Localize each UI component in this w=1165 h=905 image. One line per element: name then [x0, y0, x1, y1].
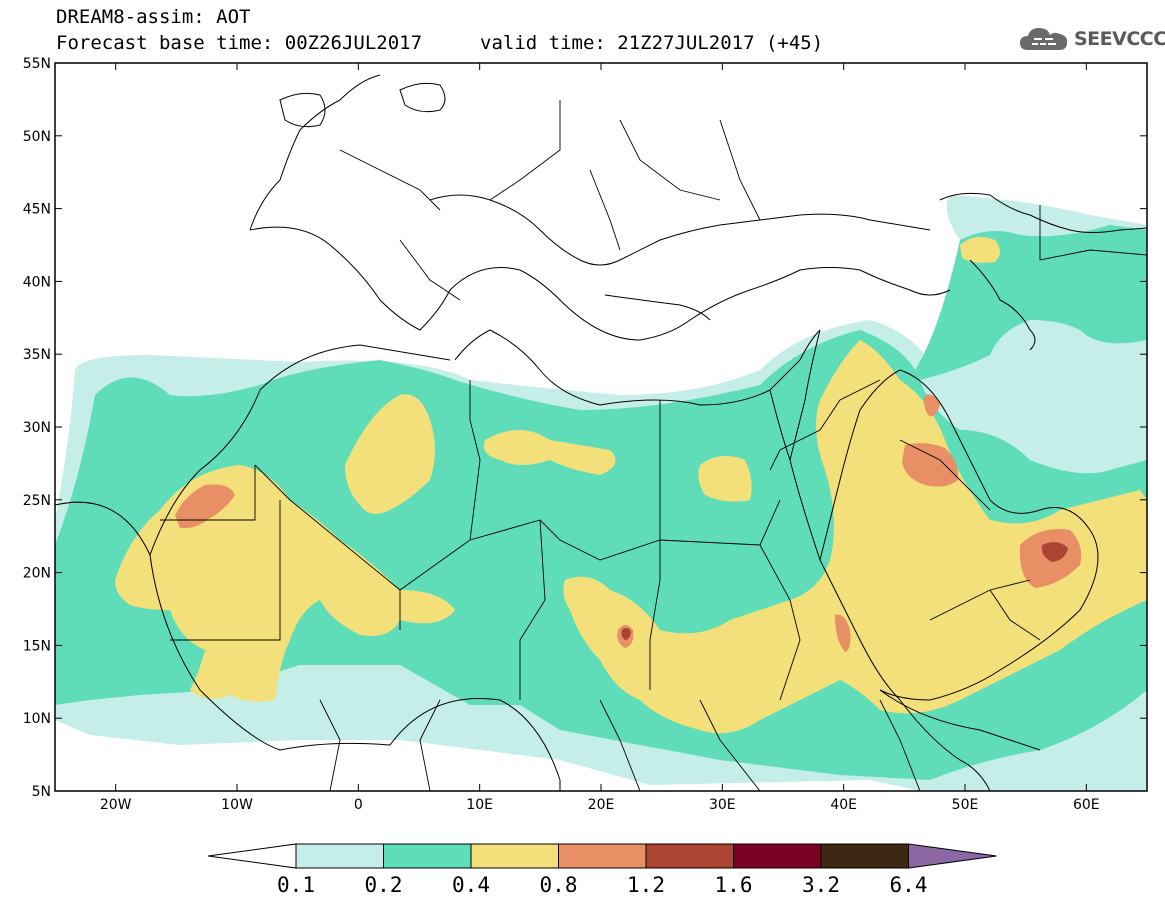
x-tick-label: 40E: [830, 797, 857, 813]
colorbar-swatches: [207, 843, 997, 869]
y-tick-label: 5N: [32, 784, 51, 800]
x-axis: 20W 10W 0 10E 20E 30E 40E 50E 60E: [100, 63, 1100, 813]
y-tick-label: 55N: [23, 56, 51, 72]
colorbar-low-triangle: [207, 843, 297, 869]
x-tick-label: 10E: [466, 797, 493, 813]
aot-band-0.8-1.2-eritrea: [835, 614, 851, 652]
x-tick-label: 60E: [1073, 797, 1100, 813]
colorbar-swatch: [733, 843, 822, 869]
colorbar-label: 1.6: [715, 873, 753, 897]
y-tick-label: 10N: [23, 711, 51, 727]
aot-band-0.4-0.8-egypt: [698, 456, 752, 502]
logo-text: SEEVCCC: [1074, 28, 1165, 50]
aot-band-0.8-1.2-mauritania: [175, 484, 235, 529]
x-tick-label: 0: [354, 797, 363, 813]
aot-band-0.4-0.8-sahel: [563, 340, 1147, 734]
colorbar-swatch: [295, 843, 384, 869]
y-tick-label: 30N: [23, 420, 51, 436]
map-title: DREAM8-assim: AOT: [56, 6, 251, 28]
colorbar-swatch: [383, 843, 472, 869]
x-tick-label: 10W: [221, 797, 253, 813]
x-tick-label: 30E: [709, 797, 736, 813]
y-tick-label: 20N: [23, 566, 51, 582]
y-tick-label: 50N: [23, 129, 51, 145]
aot-band-0.8-1.2-arabia: [902, 443, 959, 487]
colorbar-labels: 0.1 0.2 0.4 0.8 1.2 1.6 3.2 6.4: [277, 873, 927, 897]
country-borders: [160, 100, 1147, 791]
y-tick-label: 25N: [23, 493, 51, 509]
colorbar-swatch: [470, 843, 559, 869]
y-tick-label: 40N: [23, 274, 51, 290]
colorbar-label: 0.2: [365, 873, 403, 897]
coastlines: [55, 74, 1147, 791]
colorbar-swatch: [820, 843, 909, 869]
aot-band-1.2-1.6-chad: [621, 627, 631, 640]
colorbar-high-triangle: [908, 843, 997, 869]
aot-fields: [55, 63, 1147, 791]
x-tick-label: 20W: [100, 797, 132, 813]
aot-band-0.4-0.8-sahara: [345, 394, 435, 514]
y-axis: 55N 50N 45N 40N 35N 30N 25N 20N 15N 10N 5N: [23, 56, 1147, 800]
aot-band-1.2-1.6-oman: [1041, 542, 1068, 562]
y-tick-label: 35N: [23, 347, 51, 363]
colorbar-label: 6.4: [890, 873, 928, 897]
valid-time: valid time: 21Z27JUL2017 (+45): [480, 32, 824, 54]
cloud-icon: [1020, 28, 1068, 50]
x-tick-label: 20E: [588, 797, 615, 813]
aot-band-0.4-0.8-libya: [484, 430, 616, 475]
aot-band-0.4-0.8-caspian: [960, 236, 1000, 263]
forecast-base-time: Forecast base time: 00Z26JUL2017: [56, 32, 423, 54]
colorbar-swatch: [645, 843, 734, 869]
x-tick-label: 50E: [952, 797, 979, 813]
seevccc-logo: SEEVCCC: [1018, 22, 1165, 56]
aot-band-0.8-1.2-kuwait: [924, 394, 940, 417]
colorbar-label: 3.2: [802, 873, 840, 897]
colorbar-swatch: [558, 843, 647, 869]
colorbar-label: 0.1: [277, 873, 315, 897]
colorbar-label: 0.8: [540, 873, 578, 897]
y-tick-label: 15N: [23, 638, 51, 654]
colorbar-label: 0.4: [452, 873, 490, 897]
colorbar-label: 1.2: [627, 873, 665, 897]
y-tick-label: 45N: [23, 202, 51, 218]
